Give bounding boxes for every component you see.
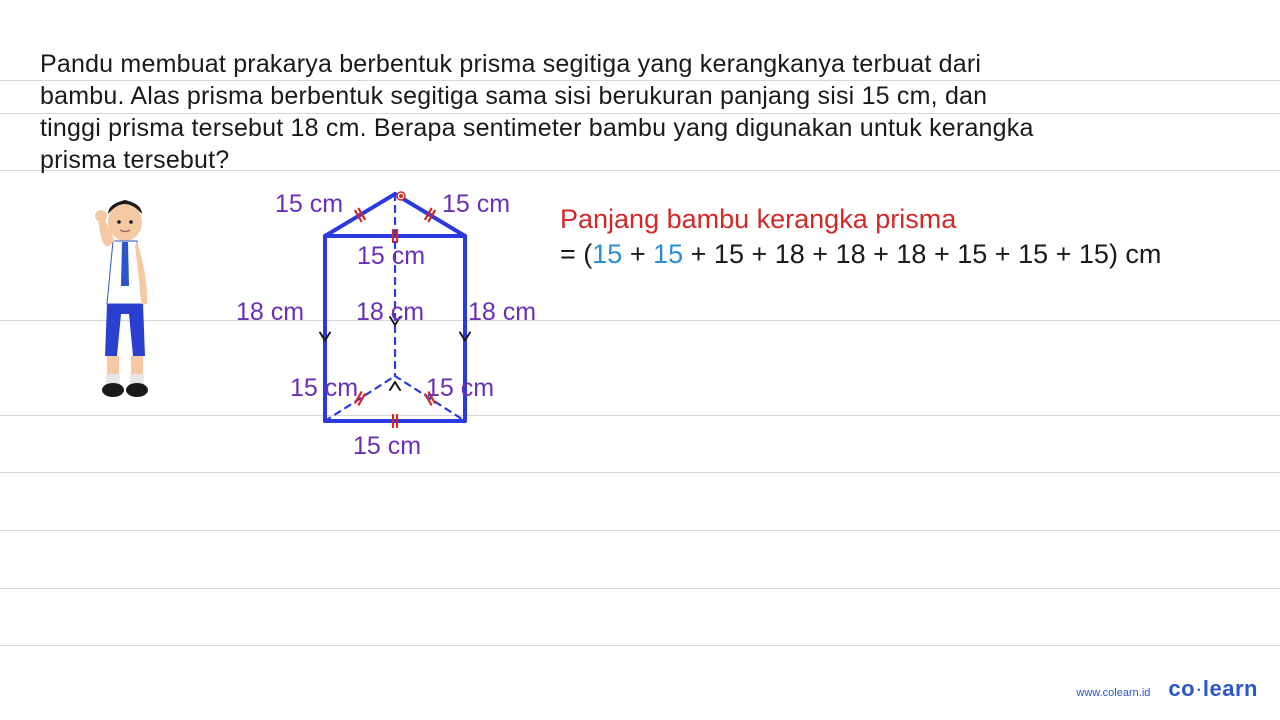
label-mid-vert: 18 cm [356, 298, 424, 327]
question-text: Pandu membuat prakarya berbentuk prisma … [40, 48, 1040, 176]
label-left-vert: 18 cm [236, 298, 304, 327]
brand-dot: · [1195, 676, 1203, 701]
label-top-mid: 15 cm [357, 242, 425, 271]
calculation-column: Panjang bambu kerangka prisma = (15 + 15… [560, 186, 1240, 486]
brand-logo: co·learn [1168, 676, 1258, 702]
label-right-vert: 18 cm [468, 298, 536, 327]
student-boy-illustration [85, 196, 165, 456]
prism-diagram: 15 cm 15 cm 15 cm 18 cm 18 cm 18 cm 15 c… [220, 186, 570, 486]
work-area: 15 cm 15 cm 15 cm 18 cm 18 cm 18 cm 15 c… [40, 186, 1240, 486]
calc-expression: = (15 + 15 + 15 + 18 + 18 + 18 + 15 + 15… [560, 239, 1240, 270]
calc-title: Panjang bambu kerangka prisma [560, 204, 1240, 235]
footer-site-url: www.colearn.id [1076, 687, 1150, 699]
label-bot-mid: 15 cm [353, 432, 421, 461]
illustration-column: 15 cm 15 cm 15 cm 18 cm 18 cm 18 cm 15 c… [40, 186, 560, 486]
label-bot-right: 15 cm [426, 374, 494, 403]
brand-post: learn [1203, 676, 1258, 701]
footer: www.colearn.id co·learn [1076, 676, 1258, 702]
label-bot-left: 15 cm [290, 374, 358, 403]
brand-pre: co [1168, 676, 1195, 701]
label-top-left: 15 cm [275, 190, 343, 219]
label-top-right: 15 cm [442, 190, 510, 219]
